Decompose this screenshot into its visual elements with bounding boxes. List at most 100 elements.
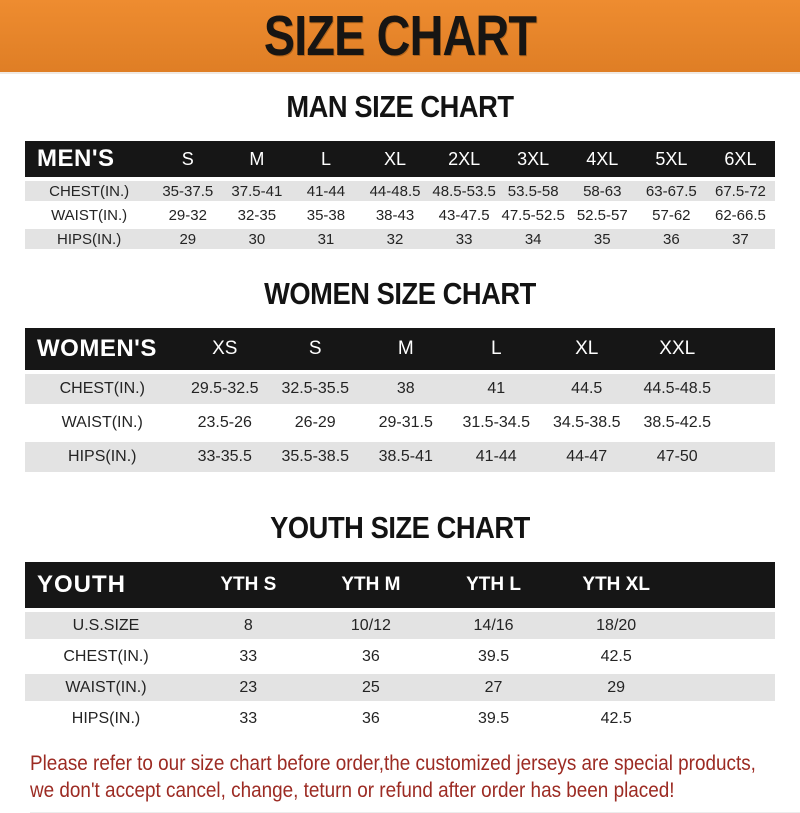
table-row: HIPS(IN.) 29 30 31 32 33 34 35 36 37 <box>25 229 775 249</box>
column-header: 2XL <box>429 141 499 177</box>
filler-cell <box>722 442 775 472</box>
column-header: YTH XL <box>554 562 678 608</box>
women-size-table: WOMEN'S XS S M L XL XXL CHEST(IN.) 29.5-32.5 32.5… <box>25 324 775 476</box>
size-cell: 39.5 <box>432 643 555 670</box>
table-row: WAIST(IN.) 29-32 32-35 35-38 38-43 43-47.5 47.… <box>25 205 775 225</box>
column-header: XXL <box>632 328 723 370</box>
youth-size-table: YOUTH YTH S YTH M YTH L YTH XL U.S.SIZE 8 10/12… <box>25 558 775 736</box>
size-cell: 37 <box>705 229 775 249</box>
size-cell: 32 <box>360 229 430 249</box>
size-cell: 29 <box>153 229 223 249</box>
size-cell: 33 <box>187 643 310 670</box>
table-row: WAIST(IN.) 23 25 27 29 <box>25 674 775 701</box>
size-cell: 27 <box>432 674 555 701</box>
column-header: L <box>291 141 361 177</box>
size-cell: 31 <box>291 229 361 249</box>
size-cell: 52.5-57 <box>567 205 637 225</box>
column-header: M <box>222 141 292 177</box>
size-cell: 29-31.5 <box>360 408 451 438</box>
size-cell: 35-37.5 <box>153 181 223 201</box>
size-cell: 8 <box>187 612 310 639</box>
table-corner-label: WOMEN'S <box>25 328 180 370</box>
column-header: XL <box>541 328 632 370</box>
size-cell: 36 <box>636 229 706 249</box>
size-cell: 41-44 <box>291 181 361 201</box>
notice-line-1: Please refer to our size chart before or… <box>30 752 756 775</box>
size-cell: 18/20 <box>554 612 678 639</box>
filler-cell <box>677 674 775 701</box>
size-cell: 32-35 <box>222 205 292 225</box>
size-cell: 42.5 <box>554 705 678 732</box>
row-label: WAIST(IN.) <box>25 674 187 701</box>
column-header: S <box>270 328 361 370</box>
section-youth: YOUTH SIZE CHART YOUTH YTH S YTH M YTH L YTH… <box>0 510 800 736</box>
filler-cell <box>722 408 775 438</box>
size-cell: 41 <box>451 374 542 404</box>
filler-cell <box>677 562 775 608</box>
row-label: HIPS(IN.) <box>25 705 187 732</box>
size-cell: 35.5-38.5 <box>270 442 361 472</box>
size-cell: 44.5-48.5 <box>632 374 723 404</box>
size-cell: 48.5-53.5 <box>429 181 499 201</box>
filler-cell <box>677 643 775 670</box>
size-cell: 57-62 <box>636 205 706 225</box>
size-cell: 38.5-42.5 <box>632 408 723 438</box>
column-header: XS <box>179 328 270 370</box>
row-label: HIPS(IN.) <box>25 229 154 249</box>
row-label: HIPS(IN.) <box>25 442 180 472</box>
row-label: WAIST(IN.) <box>25 408 180 438</box>
size-cell: 32.5-35.5 <box>270 374 361 404</box>
size-cell: 23.5-26 <box>179 408 270 438</box>
size-cell: 29-32 <box>153 205 223 225</box>
men-section-heading: MAN SIZE CHART <box>286 89 514 124</box>
size-cell: 36 <box>309 705 433 732</box>
size-cell: 36 <box>309 643 433 670</box>
row-label: CHEST(IN.) <box>25 181 154 201</box>
size-cell: 34 <box>498 229 568 249</box>
table-row: U.S.SIZE 8 10/12 14/16 18/20 <box>25 612 775 639</box>
row-label: CHEST(IN.) <box>25 374 180 404</box>
size-cell: 38.5-41 <box>360 442 451 472</box>
size-cell: 33 <box>187 705 310 732</box>
filler-cell <box>677 612 775 639</box>
size-cell: 44.5 <box>541 374 632 404</box>
table-row: CHEST(IN.) 33 36 39.5 42.5 <box>25 643 775 670</box>
filler-cell <box>677 705 775 732</box>
column-header: 3XL <box>498 141 568 177</box>
size-cell: 42.5 <box>554 643 678 670</box>
row-label: WAIST(IN.) <box>25 205 154 225</box>
table-row: HIPS(IN.) 33-35.5 35.5-38.5 38.5-41 41-44 44-… <box>25 442 775 472</box>
size-cell: 38-43 <box>360 205 430 225</box>
column-header: S <box>153 141 223 177</box>
filler-cell <box>722 374 775 404</box>
table-row: CHEST(IN.) 29.5-32.5 32.5-35.5 38 41 44.5 44.5… <box>25 374 775 404</box>
size-cell: 26-29 <box>270 408 361 438</box>
column-header: 5XL <box>636 141 706 177</box>
size-cell: 25 <box>309 674 433 701</box>
column-header: 4XL <box>567 141 637 177</box>
row-label: U.S.SIZE <box>25 612 187 639</box>
size-cell: 34.5-38.5 <box>541 408 632 438</box>
size-cell: 43-47.5 <box>429 205 499 225</box>
size-cell: 30 <box>222 229 292 249</box>
size-cell: 37.5-41 <box>222 181 292 201</box>
column-header: L <box>451 328 542 370</box>
size-cell: 62-66.5 <box>705 205 775 225</box>
size-cell: 53.5-58 <box>498 181 568 201</box>
row-label: CHEST(IN.) <box>25 643 187 670</box>
size-cell: 38 <box>360 374 451 404</box>
size-cell: 63-67.5 <box>636 181 706 201</box>
table-row: CHEST(IN.) 35-37.5 37.5-41 41-44 44-48.5 48.5… <box>25 181 775 201</box>
women-section-heading: WOMEN SIZE CHART <box>264 276 536 311</box>
size-cell: 44-48.5 <box>360 181 430 201</box>
column-header: YTH L <box>432 562 555 608</box>
size-cell: 29.5-32.5 <box>179 374 270 404</box>
section-women: WOMEN SIZE CHART WOMEN'S XS S M L XL XXL CHEST(… <box>0 276 800 476</box>
size-cell: 35 <box>567 229 637 249</box>
size-cell: 44-47 <box>541 442 632 472</box>
size-cell: 39.5 <box>432 705 555 732</box>
column-header: YTH M <box>309 562 433 608</box>
footer-notice: Please refer to our size chart before or… <box>30 750 800 813</box>
youth-section-heading: YOUTH SIZE CHART <box>270 510 530 545</box>
